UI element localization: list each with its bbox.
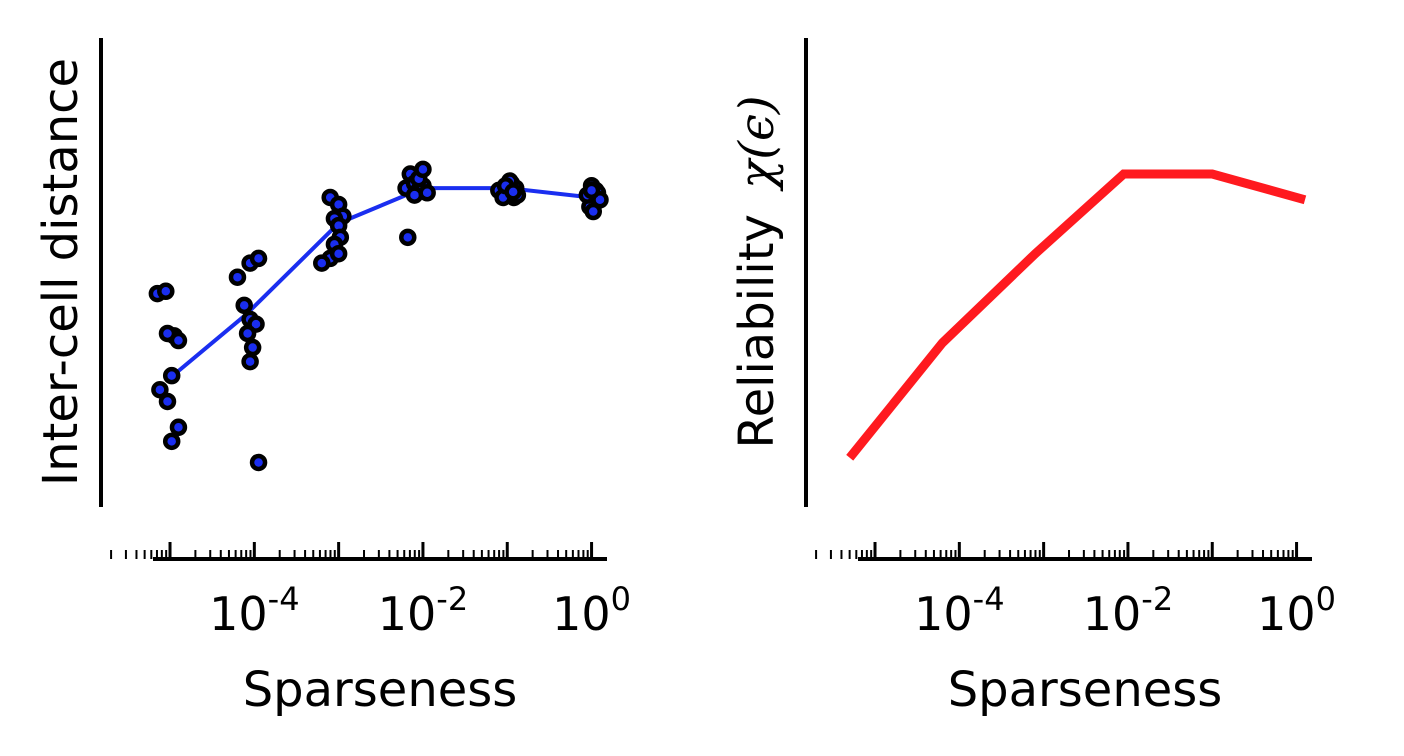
data-point [238, 324, 257, 343]
left-x-minor-ticks [110, 550, 589, 559]
right-x-axis-label: Sparseness [948, 662, 1223, 718]
panel-reliability: Reliability χ(ϵ) Sparseness 10-4 10-2 100 [729, 38, 1336, 718]
data-point [169, 418, 188, 437]
left-x-tick-labels: 10-4 10-2 100 [209, 580, 631, 641]
data-point [504, 183, 522, 201]
data-point [228, 268, 247, 286]
data-point [249, 249, 268, 268]
data-point [162, 366, 181, 385]
svg-text:Reliability χ(ϵ): Reliability χ(ϵ) [729, 95, 786, 448]
x-tick-label: 10-2 [1083, 580, 1173, 641]
data-point [399, 228, 417, 247]
data-point [151, 381, 169, 399]
left-x-major-ticks [168, 542, 594, 559]
right-y-axis-label-group: Reliability χ(ϵ) [729, 95, 786, 448]
right-reliability-line-group [846, 169, 1307, 461]
panel-inter-cell-distance: Inter-cell distance Sparseness 10-4 10-2 1… [33, 38, 631, 718]
x-tick-label: 10-4 [209, 580, 299, 641]
right-x-tick-labels: 10-4 10-2 100 [914, 580, 1336, 641]
data-point [158, 392, 177, 411]
data-point [169, 331, 188, 350]
data-point [418, 184, 436, 202]
data-point [329, 244, 348, 263]
left-y-axis-label: Inter-cell distance [33, 58, 89, 486]
x-tick-label: 10-2 [378, 580, 468, 641]
data-point [157, 282, 175, 301]
data-point [249, 453, 268, 472]
reliability-line [846, 169, 1307, 461]
data-point [243, 338, 262, 357]
right-x-minor-ticks [815, 550, 1294, 559]
data-point [162, 432, 181, 451]
data-point [313, 254, 331, 272]
left-scatter-points [148, 160, 609, 472]
left-x-axis-label: Sparseness [243, 662, 518, 718]
data-point [414, 160, 432, 179]
data-point [241, 352, 259, 371]
x-tick-label: 100 [1257, 580, 1336, 641]
right-y-axis-math-label: χ(ϵ) [729, 95, 785, 191]
data-point [235, 296, 253, 315]
data-point [582, 181, 601, 200]
right-x-major-ticks [873, 542, 1299, 559]
x-tick-label: 100 [552, 580, 631, 641]
x-tick-label: 10-4 [914, 580, 1004, 641]
right-y-axis-label: Reliability [729, 214, 785, 449]
